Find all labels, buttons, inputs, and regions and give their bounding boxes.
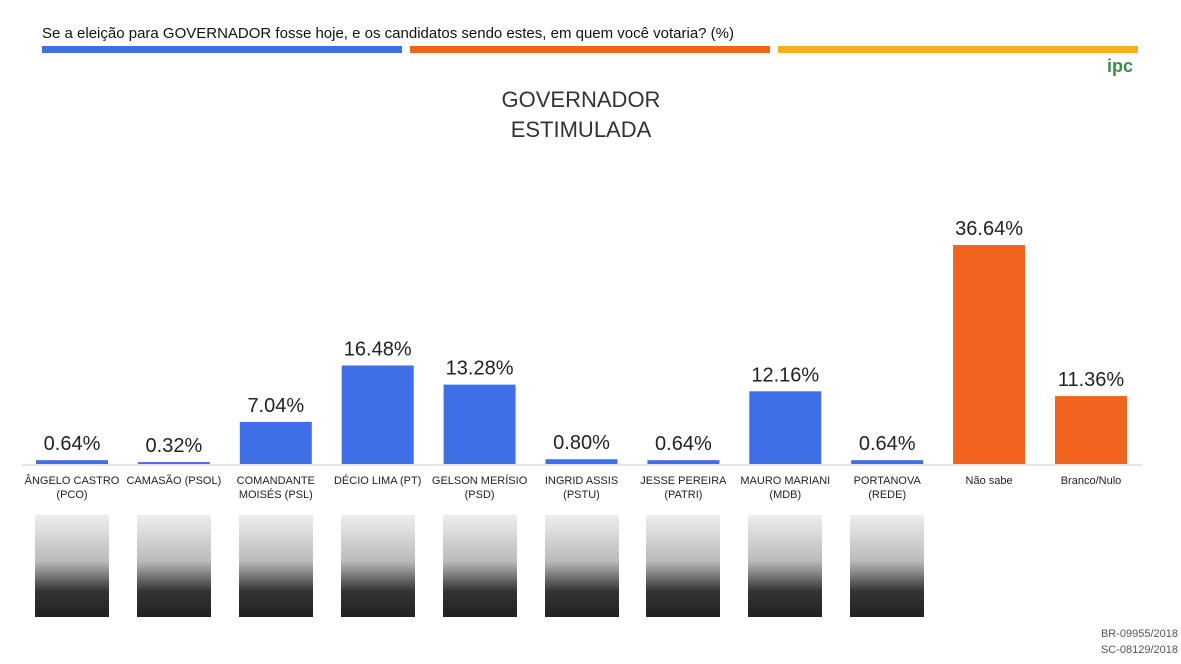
value-label: 36.64% [955, 218, 1023, 240]
footer-code: BR-09955/2018 [1101, 628, 1178, 640]
bar [851, 460, 924, 464]
value-label: 0.64% [655, 433, 712, 455]
candidate-photo [35, 515, 109, 617]
bar [443, 384, 516, 464]
category-label: COMANDANTE MOISÉS (PSL) [236, 475, 315, 501]
candidate-photo [748, 515, 823, 617]
value-label: 11.36% [1058, 369, 1125, 391]
bar [953, 245, 1026, 464]
stripe [410, 46, 770, 53]
candidate-photo [340, 515, 415, 617]
category-label: CAMASÃO (PSOL) [126, 475, 222, 487]
candidate-photo [238, 515, 313, 617]
value-label: 7.04% [247, 395, 304, 417]
candidate-photo [544, 515, 619, 617]
category-label: MAURO MARIANI (MDB) [740, 475, 831, 501]
stripe [42, 46, 402, 53]
bar [239, 421, 312, 464]
value-label: 0.64% [44, 433, 101, 455]
category-label: JESSE PEREIRA (PATRI) [640, 475, 727, 501]
bar [137, 462, 210, 464]
value-label: 16.48% [344, 338, 412, 360]
category-label: Não sabe [965, 475, 1013, 487]
category-label: PORTANOVA (REDE) [853, 475, 921, 501]
value-label: 12.16% [751, 364, 819, 386]
value-label: 0.80% [553, 432, 610, 454]
candidate-photo [850, 515, 925, 617]
candidate-photo [442, 515, 517, 617]
footer-code: SC-08129/2018 [1101, 644, 1178, 656]
bar [36, 460, 108, 464]
logo: ipc [1107, 56, 1133, 76]
category-label: Branco/Nulo [1060, 475, 1122, 487]
category-label: INGRID ASSIS (PSTU) [544, 475, 619, 501]
value-label: 0.32% [146, 435, 203, 457]
value-label: 13.28% [446, 358, 514, 380]
candidate-photo [136, 515, 211, 617]
bar [341, 365, 414, 464]
bar [1055, 396, 1127, 464]
stripe [778, 46, 1138, 53]
bar [749, 391, 822, 464]
bar [545, 459, 618, 464]
question: Se a eleição para GOVERNADOR fosse hoje,… [42, 25, 734, 42]
category-label: ÂNGELO CASTRO (PCO) [24, 475, 120, 501]
chart-title: ESTIMULADA [511, 117, 652, 142]
candidate-photo [646, 515, 721, 617]
category-label: DÉCIO LIMA (PT) [333, 475, 422, 487]
category-label: GELSON MERÍSIO (PSD) [431, 475, 528, 501]
chart-title: GOVERNADOR [502, 87, 661, 112]
bar [647, 460, 720, 464]
value-label: 0.64% [859, 433, 916, 455]
